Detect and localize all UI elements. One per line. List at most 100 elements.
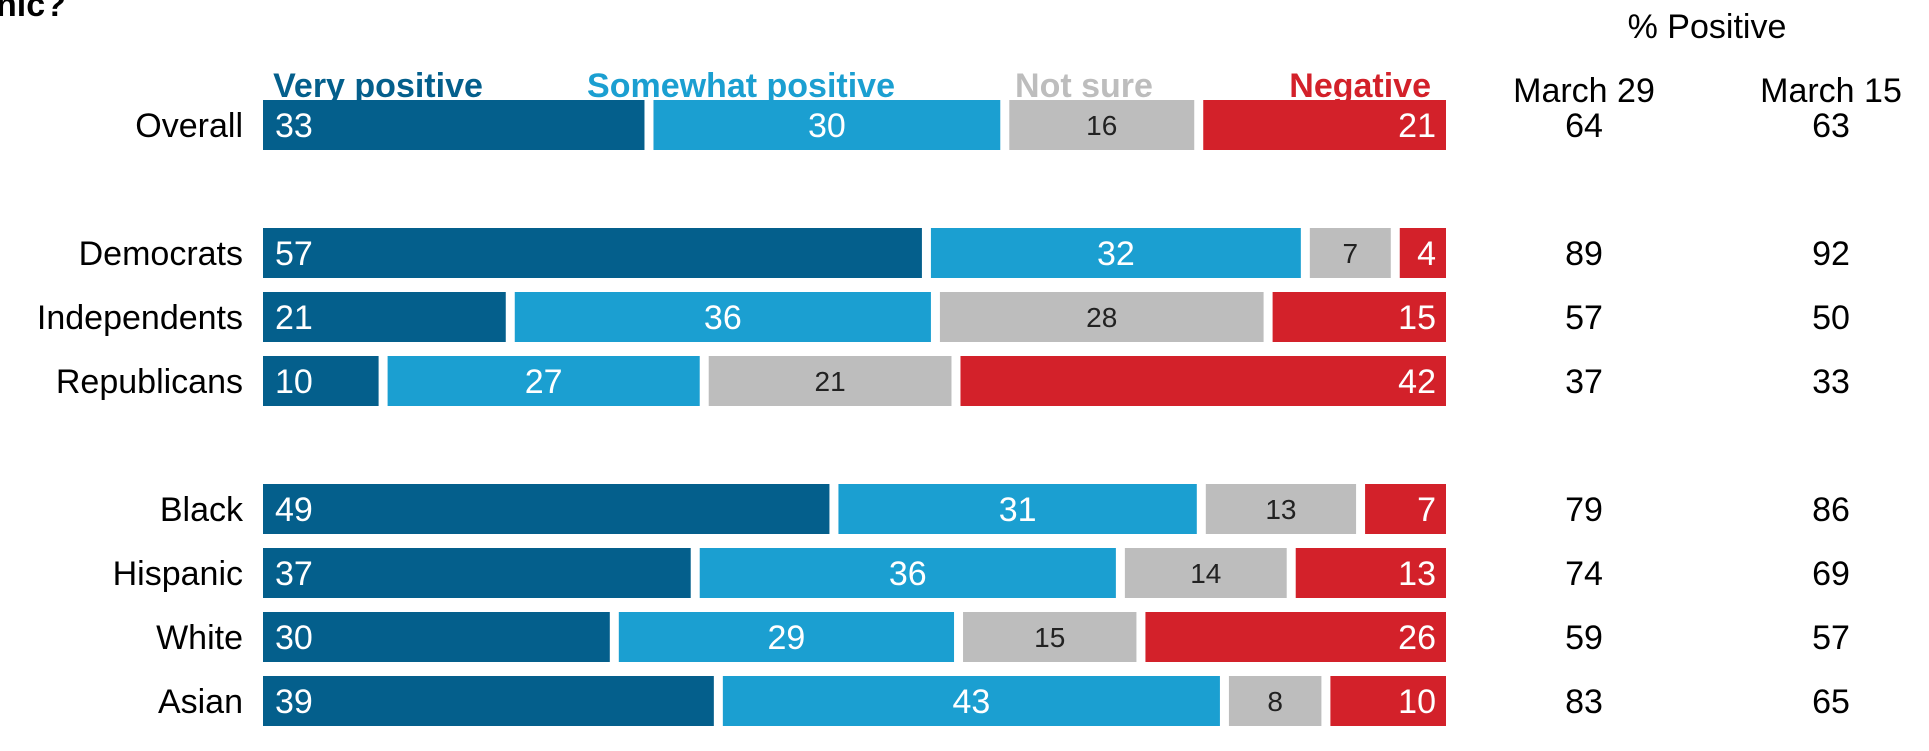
march15-value: 63 — [1812, 107, 1850, 145]
bar-segment — [263, 676, 714, 726]
bar-value-label: 36 — [704, 299, 742, 337]
march15-value: 33 — [1812, 363, 1850, 401]
bar-value-label: 29 — [768, 619, 806, 657]
bar-segment — [1330, 676, 1446, 726]
bar-segment — [263, 612, 610, 662]
bar-value-label: 57 — [275, 235, 313, 273]
march29-value: 59 — [1565, 619, 1603, 657]
bar-value-label: 39 — [275, 683, 313, 721]
row-label: Republicans — [56, 363, 243, 401]
bar-segment — [1295, 548, 1446, 598]
bar-value-label: 21 — [275, 299, 313, 337]
bar-row: Independents 21 36 28 15 57 50 — [37, 292, 1850, 342]
bar-segment — [1124, 548, 1287, 598]
bar-segment — [1145, 612, 1446, 662]
chart-title-fragment: nic? — [0, 0, 66, 24]
bar-row: Republicans 10 27 21 42 37 33 — [56, 356, 1850, 406]
march15-value: 50 — [1812, 299, 1850, 337]
bar-value-label: 10 — [1398, 683, 1436, 721]
bar-value-label: 27 — [525, 363, 563, 401]
bar-value-label: 49 — [275, 491, 313, 529]
bar-segment — [708, 356, 952, 406]
bar-value-label: 13 — [1398, 555, 1436, 593]
bar-value-label: 30 — [275, 619, 313, 657]
march15-value: 57 — [1812, 619, 1850, 657]
bar-segment — [1309, 228, 1391, 278]
bar-value-label: 43 — [952, 683, 990, 721]
bar-value-label: 10 — [275, 363, 313, 401]
bar-value-label: 8 — [1267, 686, 1283, 717]
row-label: White — [156, 619, 243, 657]
bar-value-label: 7 — [1343, 238, 1359, 269]
bar-value-label: 31 — [999, 491, 1037, 529]
march15-value: 65 — [1812, 683, 1850, 721]
bar-value-label: 32 — [1097, 235, 1135, 273]
bar-segment — [263, 292, 506, 342]
bar-value-label: 42 — [1398, 363, 1436, 401]
column-header-1: March 15 — [1760, 72, 1902, 110]
bar-segment — [1228, 676, 1322, 726]
bar-value-label: 28 — [1086, 302, 1117, 333]
row-label: Hispanic — [113, 555, 243, 593]
row-label: Black — [160, 491, 244, 529]
bar-segment — [263, 100, 645, 150]
bar-segment — [930, 228, 1301, 278]
bar-segment — [963, 612, 1137, 662]
bar-segment — [1365, 484, 1446, 534]
bar-value-label: 21 — [815, 366, 846, 397]
bar-row: Hispanic 37 36 14 13 74 69 — [113, 548, 1850, 598]
bar-segment — [387, 356, 700, 406]
bar-segment — [263, 484, 830, 534]
march29-value: 83 — [1565, 683, 1603, 721]
legend-label-3: Negative — [1289, 67, 1431, 105]
column-header-0: March 29 — [1513, 72, 1655, 110]
percent-positive-header: % Positive March 29 March 15 — [1513, 8, 1902, 110]
bar-value-label: 36 — [889, 555, 927, 593]
bar-row: White 30 29 15 26 59 57 — [156, 612, 1850, 662]
march29-value: 74 — [1565, 555, 1603, 593]
march29-value: 89 — [1565, 235, 1603, 273]
row-label: Asian — [158, 683, 243, 721]
bar-value-label: 26 — [1398, 619, 1436, 657]
bar-segment — [722, 676, 1220, 726]
bar-row: Black 49 31 13 7 79 86 — [160, 484, 1850, 534]
bar-segment — [263, 548, 691, 598]
bar-segment — [618, 612, 955, 662]
bar-value-label: 37 — [275, 555, 313, 593]
march15-value: 92 — [1812, 235, 1850, 273]
bar-segment — [838, 484, 1197, 534]
bar-segment — [1399, 228, 1446, 278]
bar-segment — [699, 548, 1116, 598]
bar-segment — [1205, 484, 1357, 534]
bar-value-label: 7 — [1417, 491, 1436, 529]
bar-value-label: 33 — [275, 107, 313, 145]
bar-segment — [653, 100, 1001, 150]
row-label: Independents — [37, 299, 243, 337]
march29-value: 37 — [1565, 363, 1603, 401]
bar-segment — [263, 356, 379, 406]
bar-value-label: 15 — [1398, 299, 1436, 337]
bar-row: Asian 39 43 8 10 83 65 — [158, 676, 1850, 726]
legend: Very positive Somewhat positive Not sure Ne… — [273, 67, 1431, 105]
march29-value: 57 — [1565, 299, 1603, 337]
bar-segment — [1272, 292, 1446, 342]
bar-segment — [939, 292, 1264, 342]
march15-value: 69 — [1812, 555, 1850, 593]
legend-label-1: Somewhat positive — [587, 67, 895, 105]
row-label: Democrats — [79, 235, 243, 273]
bar-value-label: 21 — [1398, 107, 1436, 145]
legend-label-0: Very positive — [273, 67, 483, 105]
bar-row: Overall 33 30 16 21 64 63 — [135, 100, 1850, 150]
bar-value-label: 13 — [1265, 494, 1296, 525]
march29-value: 79 — [1565, 491, 1603, 529]
bar-value-label: 16 — [1086, 110, 1117, 141]
bar-value-label: 15 — [1034, 622, 1065, 653]
bar-segment — [1009, 100, 1195, 150]
bar-segment — [263, 228, 922, 278]
bar-segment — [514, 292, 931, 342]
bar-value-label: 14 — [1190, 558, 1221, 589]
bar-segment — [1203, 100, 1446, 150]
bar-value-label: 4 — [1417, 235, 1436, 273]
